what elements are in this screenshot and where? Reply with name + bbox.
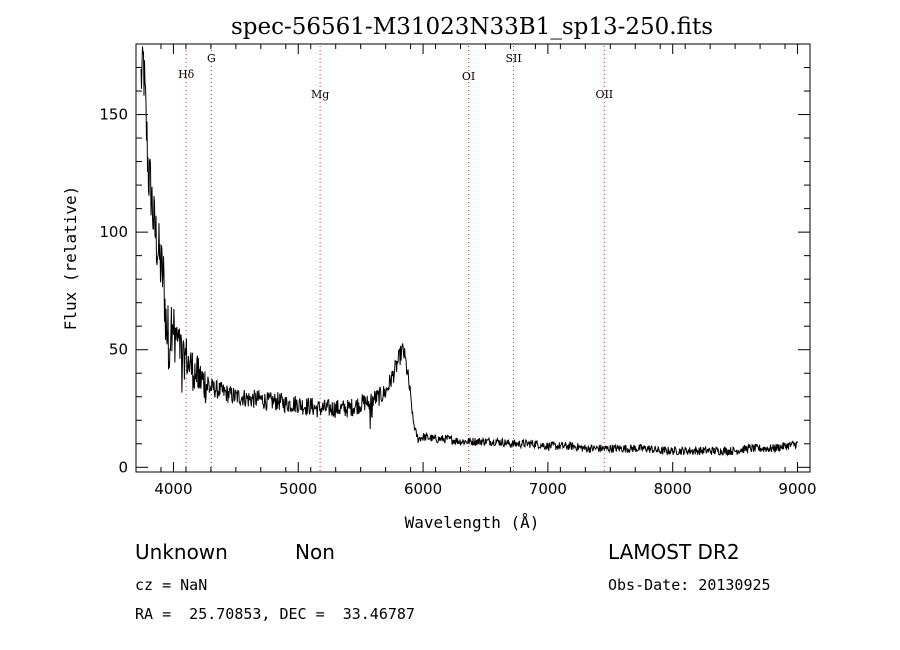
y-tick-label: 0 xyxy=(118,458,128,476)
x-tick-label: 7000 xyxy=(529,480,567,498)
x-axis-label: Wavelength (Å) xyxy=(405,513,540,532)
spectrum-series-line xyxy=(140,46,798,457)
y-axis-label: Flux (relative) xyxy=(61,186,80,331)
y-tick-label: 150 xyxy=(99,106,128,124)
reference-line-label: Mg xyxy=(311,88,329,101)
spectral-subclass: Non xyxy=(295,540,335,564)
reference-line-label: Hδ xyxy=(178,68,195,81)
reference-line-label: OI xyxy=(462,70,475,83)
reference-lines: Hδ G Mg OI SII OII xyxy=(178,46,613,472)
spectral-class: Unknown xyxy=(135,540,228,564)
reference-line-label: G xyxy=(207,52,216,65)
y-tick-label: 100 xyxy=(99,223,128,241)
reference-line-label: OII xyxy=(595,88,613,101)
y-tick-label: 50 xyxy=(109,341,128,359)
redshift-cz: cz = NaN xyxy=(135,576,208,594)
observation-date: Obs-Date: 20130925 xyxy=(608,576,771,594)
chart-title: spec-56561-M31023N33B1_sp13-250.fits xyxy=(231,14,713,40)
x-tick-label: 5000 xyxy=(279,480,317,498)
survey-name: LAMOST DR2 xyxy=(608,540,740,564)
coordinates: RA = 25.70853, DEC = 33.46787 xyxy=(135,605,415,623)
reference-line-label: SII xyxy=(505,52,521,65)
x-tick-label: 4000 xyxy=(154,480,192,498)
axes: 4000 5000 6000 7000 8000 9000 0 50 100 150 xyxy=(99,44,817,498)
x-tick-label: 9000 xyxy=(778,480,816,498)
x-tick-label: 6000 xyxy=(404,480,442,498)
plot-frame xyxy=(135,43,811,473)
x-tick-label: 8000 xyxy=(654,480,692,498)
